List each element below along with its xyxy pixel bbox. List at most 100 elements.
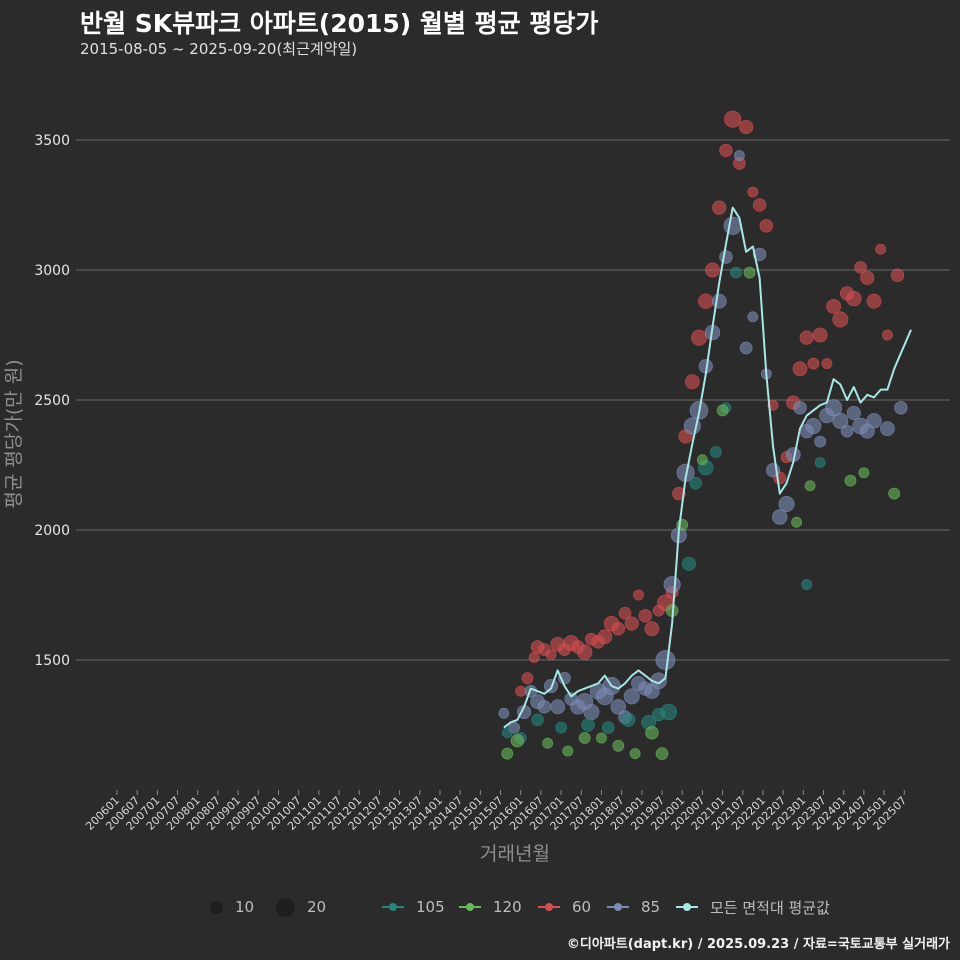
- point-60: [826, 299, 842, 314]
- point-60: [724, 110, 742, 128]
- point-105: [814, 456, 826, 468]
- point-105: [709, 446, 722, 458]
- legend-series-120-label: 120: [493, 898, 522, 916]
- point-105: [681, 556, 697, 571]
- point-60: [705, 262, 720, 278]
- point-85: [793, 401, 807, 415]
- legend-series-average-label: 모든 면적대 평균값: [710, 898, 830, 917]
- y-tick-label: 2500: [34, 393, 70, 409]
- point-120: [844, 474, 857, 487]
- average-line: [503, 206, 912, 729]
- point-60: [644, 621, 660, 637]
- point-105: [601, 721, 615, 734]
- point-60: [515, 685, 527, 697]
- point-60: [684, 374, 700, 390]
- legend-series-85-label: 85: [641, 898, 661, 916]
- series-85-icon: [607, 900, 629, 914]
- chart-subtitle: 2015-08-05 ~ 2025-09-20(최근계약일): [80, 40, 358, 58]
- point-85: [805, 418, 822, 434]
- point-85: [711, 293, 727, 309]
- point-60: [759, 219, 774, 233]
- point-85: [840, 424, 854, 438]
- point-60: [875, 243, 887, 255]
- point-120: [629, 748, 641, 760]
- legend-size-small-label: 10: [235, 898, 255, 916]
- chart-title: 반월 SK뷰파크 아파트(2015) 월별 평균 평당가: [80, 9, 599, 38]
- point-120: [696, 454, 708, 466]
- point-120: [501, 747, 514, 760]
- point-85: [583, 704, 600, 720]
- legend-size-small: 10: [210, 894, 254, 920]
- x-axis-ticks: 2006012006072007012007072008012008072009…: [83, 790, 909, 833]
- point-60: [846, 290, 862, 307]
- y-tick-label: 2000: [34, 523, 70, 539]
- legend-size-large: 20: [276, 894, 326, 920]
- point-85: [733, 150, 745, 162]
- point-60: [882, 329, 893, 341]
- legend-series-average: 모든 면적대 평균값: [676, 894, 830, 920]
- point-60: [752, 198, 767, 212]
- point-85: [772, 509, 788, 525]
- source-caption: ©디아파트(dapt.kr) / 2025.09.23 / 자료=국토교통부 실…: [566, 937, 950, 952]
- point-85: [739, 341, 753, 355]
- point-105: [660, 703, 678, 721]
- point-120: [542, 737, 554, 749]
- point-60: [576, 644, 593, 660]
- point-85: [623, 688, 640, 705]
- point-85: [894, 401, 908, 415]
- y-axis-ticks: 1500 2000 2500 3000 3500: [34, 133, 70, 669]
- point-120: [888, 487, 901, 500]
- point-60: [832, 311, 849, 328]
- point-85: [814, 435, 827, 448]
- point-105: [501, 727, 513, 739]
- series-120-icon: [459, 900, 481, 914]
- point-60: [890, 268, 905, 282]
- point-60: [691, 329, 708, 346]
- size-large-icon: [276, 897, 295, 917]
- point-105: [581, 718, 595, 732]
- point-120: [612, 739, 625, 752]
- point-85: [663, 576, 681, 594]
- y-tick-label: 1500: [34, 653, 70, 669]
- point-60: [799, 330, 814, 345]
- point-85: [832, 412, 849, 429]
- legend-series-60: 60: [538, 894, 591, 920]
- point-85: [778, 496, 795, 512]
- y-tick-label: 3500: [34, 133, 70, 149]
- point-120: [562, 745, 574, 757]
- point-105: [555, 721, 568, 734]
- series-105-icon: [382, 900, 404, 914]
- point-60: [521, 672, 534, 685]
- point-60: [597, 629, 613, 644]
- point-85: [719, 250, 733, 264]
- point-85: [655, 650, 676, 670]
- point-105: [621, 712, 636, 727]
- size-small-icon: [210, 900, 223, 914]
- legend-series-60-label: 60: [572, 898, 592, 916]
- point-120: [858, 467, 870, 479]
- point-60: [545, 649, 557, 661]
- x-axis-label: 거래년월: [480, 843, 550, 865]
- point-120: [510, 733, 525, 748]
- y-tick-label: 3000: [34, 263, 70, 279]
- point-60: [611, 622, 626, 636]
- y-axis-label: 평균 평당가(만 원): [3, 359, 25, 508]
- point-60: [860, 270, 875, 285]
- point-60: [739, 119, 754, 135]
- point-120: [596, 732, 607, 744]
- data-points: [498, 110, 908, 760]
- point-85: [550, 699, 566, 715]
- point-60: [747, 186, 759, 198]
- point-105: [689, 476, 703, 490]
- point-60: [821, 358, 833, 370]
- point-60: [698, 293, 714, 309]
- point-60: [767, 399, 779, 411]
- point-60: [712, 200, 727, 215]
- point-120: [645, 726, 659, 740]
- legend-series-105: 105: [382, 894, 445, 920]
- point-60: [624, 616, 639, 631]
- point-120: [804, 480, 816, 492]
- point-85: [498, 707, 510, 719]
- point-60: [638, 609, 652, 623]
- point-60: [792, 361, 808, 377]
